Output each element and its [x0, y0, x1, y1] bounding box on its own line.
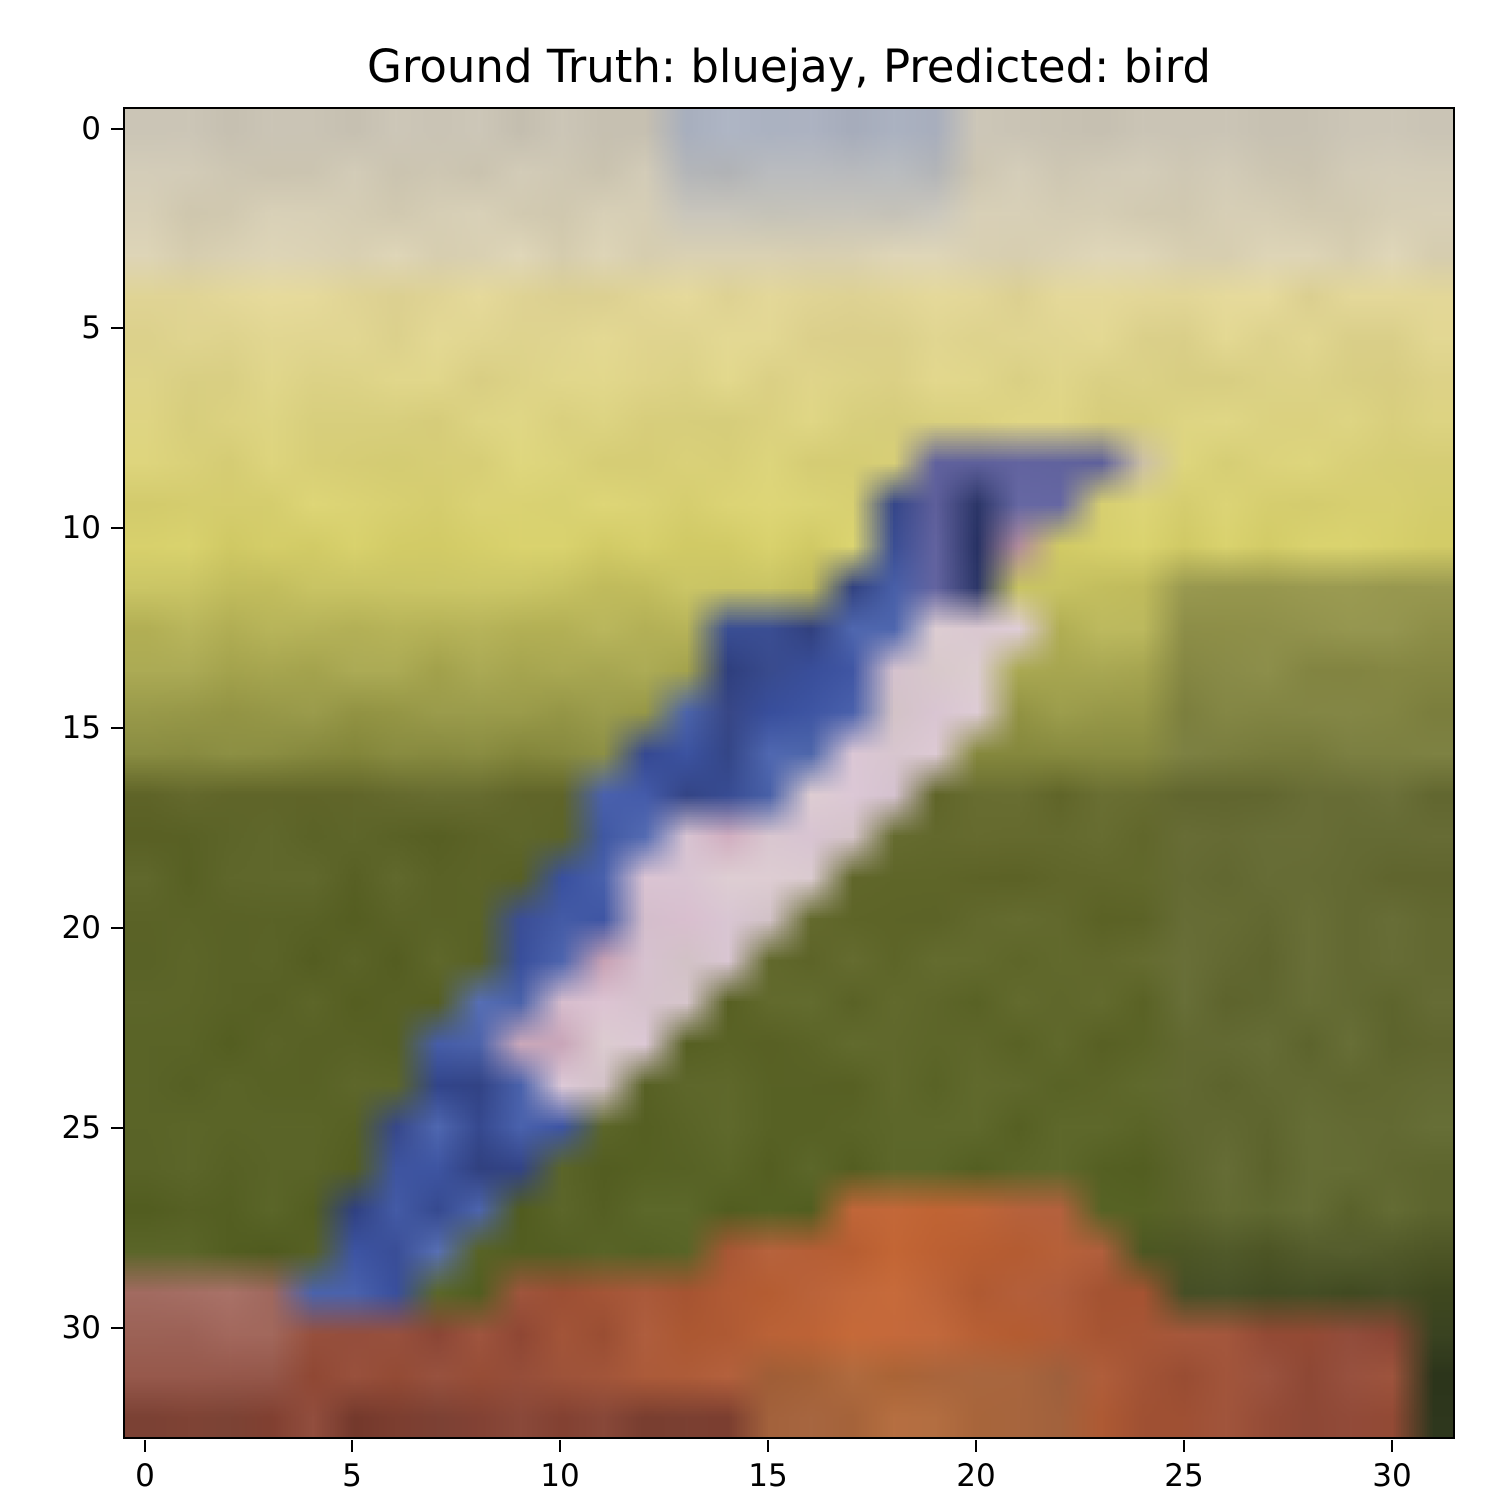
x-tick-label: 5 — [342, 1458, 362, 1494]
y-tick-mark — [111, 727, 123, 729]
x-tick-label: 20 — [956, 1458, 996, 1494]
y-tick-mark — [111, 128, 123, 130]
x-tick-mark — [767, 1440, 769, 1452]
y-tick-mark — [111, 327, 123, 329]
y-tick-label: 15 — [61, 710, 101, 746]
x-tick-mark — [559, 1440, 561, 1452]
x-tick-label: 15 — [748, 1458, 788, 1494]
y-tick-mark — [111, 927, 123, 929]
y-tick-mark — [111, 527, 123, 529]
y-tick-label: 30 — [61, 1310, 101, 1346]
bluejay-pixel-image — [125, 109, 1453, 1437]
y-tick-label: 5 — [81, 310, 101, 346]
x-tick-mark — [1391, 1440, 1393, 1452]
image-frame — [123, 107, 1455, 1439]
y-tick-label: 20 — [61, 910, 101, 946]
x-tick-mark — [144, 1440, 146, 1452]
x-tick-mark — [975, 1440, 977, 1452]
x-tick-mark — [351, 1440, 353, 1452]
x-tick-label: 30 — [1372, 1458, 1412, 1494]
plot-title: Ground Truth: bluejay, Predicted: bird — [367, 40, 1211, 93]
y-tick-label: 10 — [61, 510, 101, 546]
y-tick-label: 0 — [81, 111, 101, 147]
x-tick-label: 10 — [540, 1458, 580, 1494]
y-tick-label: 25 — [61, 1110, 101, 1146]
x-tick-label: 0 — [135, 1458, 155, 1494]
x-tick-label: 25 — [1164, 1458, 1204, 1494]
y-tick-mark — [111, 1327, 123, 1329]
y-tick-mark — [111, 1127, 123, 1129]
x-tick-mark — [1183, 1440, 1185, 1452]
